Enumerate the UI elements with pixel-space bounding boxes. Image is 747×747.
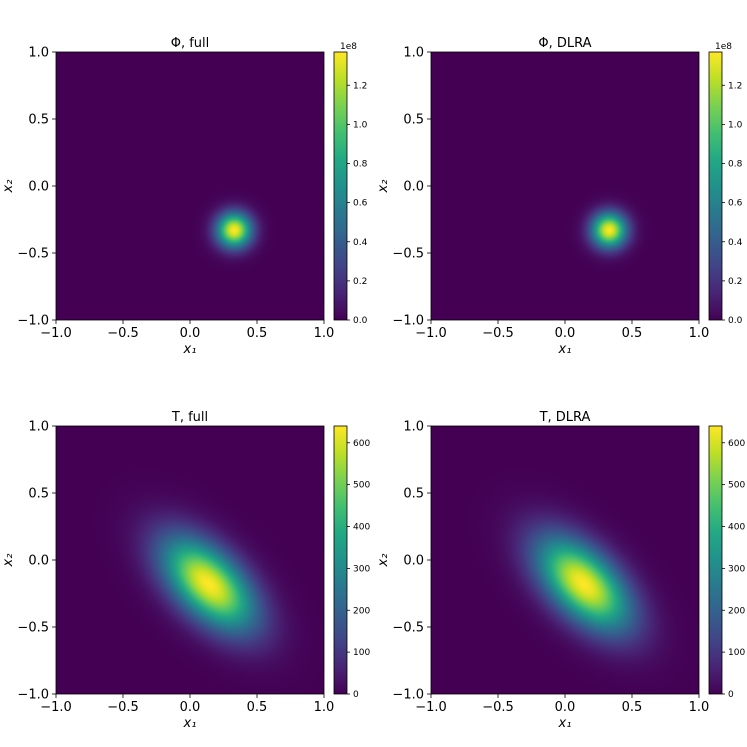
y-axis-label: x₂ xyxy=(376,554,391,568)
x-tick-label: 0.5 xyxy=(622,700,643,715)
y-tick-label: −1.0 xyxy=(17,688,49,703)
x-tick-label: 0.0 xyxy=(555,326,576,341)
x-tick-label: 0.0 xyxy=(555,700,576,715)
colorbar-tick-label: 0.0 xyxy=(353,316,368,326)
colorbar xyxy=(708,425,723,695)
x-tick-label: −0.5 xyxy=(482,700,514,715)
y-tick-label: −1.0 xyxy=(17,314,49,329)
y-tick-label: 0.0 xyxy=(403,554,424,569)
x-tick-label: −0.5 xyxy=(107,700,139,715)
x-tick-label: 0.5 xyxy=(622,326,643,341)
colorbar-tick-label: 400 xyxy=(353,523,370,533)
y-tick-label: −1.0 xyxy=(392,688,424,703)
y-tick-label: −0.5 xyxy=(392,621,424,636)
subplot-4: −1.0 −0.5 0.0 0.5 1.0 −1.0 −0.5 0.0 0.5 1.0 T, DLR… xyxy=(376,410,745,731)
x-axis-label: x₁ xyxy=(183,716,197,731)
heatmap-image xyxy=(56,426,324,694)
x-tick-label: −1.0 xyxy=(415,700,447,715)
colorbar-tick-label: 200 xyxy=(728,606,745,616)
x-axis-label: x₁ xyxy=(183,342,197,357)
y-tick-label: −0.5 xyxy=(392,247,424,262)
y-tick-label: 1.0 xyxy=(403,46,424,61)
colorbar-tick-label: 300 xyxy=(353,564,370,574)
colorbar-tick-label: 500 xyxy=(728,481,745,491)
subplot-title: Φ, full xyxy=(171,36,210,51)
x-tick-label: −0.5 xyxy=(107,326,139,341)
heatmap-image xyxy=(56,52,324,320)
heatmap-image xyxy=(431,52,699,320)
subplot-1: −1.0 −0.5 0.0 0.5 1.0 −1.0 −0.5 0.0 0.5 1.0 Φ, ful… xyxy=(1,36,368,357)
y-tick-label: 0.5 xyxy=(403,487,424,502)
colorbar-tick-label: 300 xyxy=(728,564,745,574)
subplot-title: T, DLRA xyxy=(539,410,591,425)
colorbar xyxy=(708,51,723,321)
colorbar-tick-label: 1.0 xyxy=(728,120,743,130)
colorbar-offset-text: 1e8 xyxy=(340,42,357,52)
y-tick-label: 0.5 xyxy=(28,487,49,502)
colorbar-tick-label: 0.8 xyxy=(353,160,368,170)
subplot-3: −1.0 −0.5 0.0 0.5 1.0 −1.0 −0.5 0.0 0.5 1.0 T, ful… xyxy=(1,410,370,731)
heatmap-image xyxy=(431,426,699,694)
colorbar-tick-label: 200 xyxy=(353,606,370,616)
colorbar-tick-label: 600 xyxy=(353,439,370,449)
colorbar-tick-label: 400 xyxy=(728,523,745,533)
y-tick-label: 0.5 xyxy=(403,113,424,128)
y-axis-label: x₂ xyxy=(1,180,16,194)
colorbar-tick-label: 1.2 xyxy=(728,81,742,91)
x-tick-label: 0.0 xyxy=(180,326,201,341)
colorbar-tick-label: 0.0 xyxy=(728,316,743,326)
y-axis-label: x₂ xyxy=(1,554,16,568)
subplot-2: −1.0 −0.5 0.0 0.5 1.0 −1.0 −0.5 0.0 0.5 1.0 Φ, DLR… xyxy=(376,36,743,357)
colorbar-offset-text: 1e8 xyxy=(715,42,732,52)
x-tick-label: −1.0 xyxy=(415,326,447,341)
x-tick-label: 1.0 xyxy=(314,326,335,341)
x-tick-label: −0.5 xyxy=(482,326,514,341)
colorbar-tick-label: 0.4 xyxy=(728,238,743,248)
y-tick-label: −0.5 xyxy=(17,247,49,262)
y-tick-label: 0.5 xyxy=(28,113,49,128)
x-tick-label: 1.0 xyxy=(314,700,335,715)
x-axis-label: x₁ xyxy=(558,716,572,731)
colorbar xyxy=(333,51,348,321)
x-tick-label: −1.0 xyxy=(40,326,72,341)
x-tick-label: 1.0 xyxy=(689,700,710,715)
colorbar-tick-label: 0 xyxy=(728,690,734,700)
colorbar-tick-label: 0.2 xyxy=(353,277,367,287)
colorbar-tick-label: 100 xyxy=(353,648,370,658)
colorbar-tick-label: 600 xyxy=(728,439,745,449)
colorbar-tick-label: 0.8 xyxy=(728,160,743,170)
colorbar-tick-label: 0.6 xyxy=(353,199,368,209)
y-tick-label: 0.0 xyxy=(403,180,424,195)
x-tick-label: 0.5 xyxy=(247,326,268,341)
y-tick-label: −0.5 xyxy=(17,621,49,636)
colorbar-tick-label: 1.2 xyxy=(353,81,367,91)
x-tick-label: −1.0 xyxy=(40,700,72,715)
x-tick-label: 0.0 xyxy=(180,700,201,715)
colorbar-tick-label: 100 xyxy=(728,648,745,658)
subplot-title: T, full xyxy=(171,410,208,425)
y-tick-label: 0.0 xyxy=(28,180,49,195)
colorbar-tick-label: 0.4 xyxy=(353,238,368,248)
x-axis-label: x₁ xyxy=(558,342,572,357)
colorbar xyxy=(333,425,348,695)
x-tick-label: 0.5 xyxy=(247,700,268,715)
x-tick-label: 1.0 xyxy=(689,326,710,341)
colorbar-tick-label: 0.2 xyxy=(728,277,742,287)
subplot-title: Φ, DLRA xyxy=(538,36,591,51)
y-tick-label: 1.0 xyxy=(28,420,49,435)
y-tick-label: −1.0 xyxy=(392,314,424,329)
colorbar-tick-label: 0.6 xyxy=(728,199,743,209)
y-tick-label: 1.0 xyxy=(28,46,49,61)
colorbar-tick-label: 500 xyxy=(353,481,370,491)
y-tick-label: 0.0 xyxy=(28,554,49,569)
y-axis-label: x₂ xyxy=(376,180,391,194)
colorbar-tick-label: 1.0 xyxy=(353,120,368,130)
y-tick-label: 1.0 xyxy=(403,420,424,435)
colorbar-tick-label: 0 xyxy=(353,690,359,700)
